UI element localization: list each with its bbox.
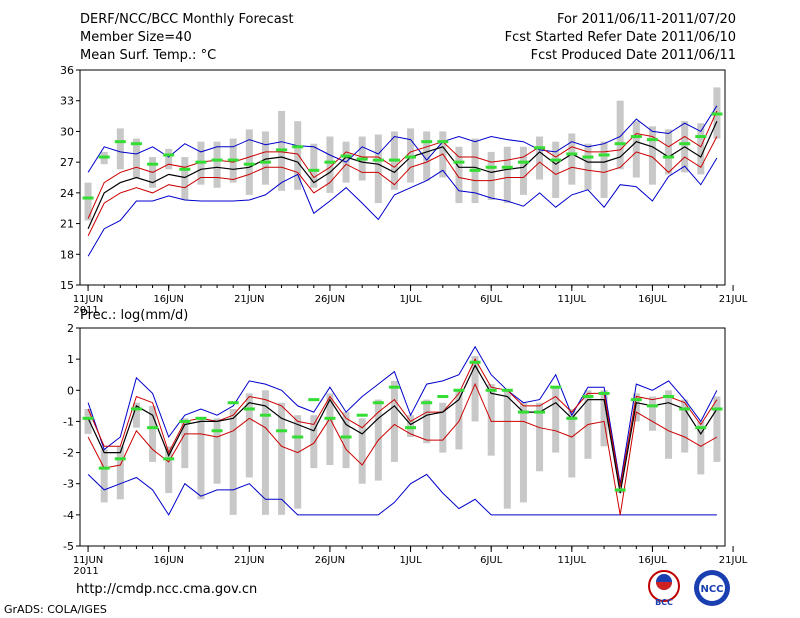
prec-median-mark: [373, 401, 384, 404]
prec-median-mark: [518, 411, 529, 414]
prec-median-mark: [276, 429, 287, 432]
prec-median-mark: [615, 488, 626, 491]
prec-ytick-label: 0: [67, 384, 74, 397]
prec-xtick-label: 21JUN: [234, 555, 264, 566]
prec-xtick-label: 26JUN: [315, 555, 345, 566]
prec-median-mark: [405, 426, 416, 429]
prec-median-mark: [534, 411, 545, 414]
prec-spread-bar: [423, 400, 430, 444]
prec-median-mark: [582, 395, 593, 398]
prec-median-mark: [179, 420, 190, 423]
prec-median-mark: [599, 392, 610, 395]
prec-xtick-label: 1JUL: [399, 555, 422, 566]
prec-median-mark: [663, 395, 674, 398]
prec-spread-bar: [101, 449, 108, 502]
prec-xtick-label: 21JUL: [719, 555, 748, 566]
prec-spread-bar: [310, 415, 317, 468]
prec-spread-bar: [246, 393, 253, 477]
prec-spread-bar: [294, 415, 301, 508]
ncc-logo-icon: NCC: [690, 568, 740, 612]
prec-spread-bar: [649, 397, 656, 431]
prec-median-mark: [163, 457, 174, 460]
prec-median-mark: [631, 398, 642, 401]
prec-median-mark: [195, 417, 206, 420]
prec-median-mark: [647, 404, 658, 407]
prec-median-mark: [550, 386, 561, 389]
prec-ytick-label: -4: [63, 509, 74, 522]
prec-median-mark: [341, 436, 352, 439]
prec-median-mark: [470, 361, 481, 364]
prec-ytick-label: 1: [67, 353, 74, 366]
precipitation-chart: -5 -4 -3 -2 -1 0 1 2 11JUN 16JUN 21JUN 26JUN 1JUL 6JU…: [0, 0, 800, 580]
prec-median-mark: [389, 386, 400, 389]
prec-spread-bar: [117, 446, 124, 499]
prec-median-mark: [131, 407, 142, 410]
prec-median-mark: [147, 426, 158, 429]
prec-median-mark: [695, 426, 706, 429]
prec-ytick-label: -3: [63, 478, 74, 491]
prec-xtick-label: 11JUL: [558, 555, 587, 566]
footer-url[interactable]: http://cmdp.ncc.cma.gov.cn: [76, 582, 257, 598]
prec-median-mark: [324, 417, 335, 420]
prec-spread-bar: [230, 409, 237, 515]
prec-median-mark: [212, 429, 223, 432]
bcc-logo-icon: BCC: [640, 568, 690, 608]
prec-xtick-label: 16JUN: [153, 555, 183, 566]
prec-spread-bar: [214, 418, 221, 483]
prec-spread-bar: [520, 403, 527, 503]
prec-ytick-label: -5: [63, 540, 74, 553]
prec-xtick-label: 6JUL: [480, 555, 503, 566]
prec-xtick-label: 11JUN: [73, 555, 103, 566]
prec-spread-bar: [713, 397, 720, 462]
prec-spread-bar: [504, 390, 511, 508]
prec-xtick-label: 16JUL: [638, 555, 667, 566]
prec-median-mark: [437, 395, 448, 398]
prec-spread-bar: [85, 409, 92, 434]
prec-median-mark: [502, 389, 513, 392]
bcc-logo-text: BCC: [655, 598, 673, 607]
prec-median-mark: [292, 436, 303, 439]
prec-median-mark: [711, 407, 722, 410]
prec-median-mark: [679, 407, 690, 410]
prec-median-mark: [357, 414, 368, 417]
prec-spread-bar: [391, 381, 398, 462]
prec-median-mark: [115, 457, 126, 460]
prec-spread-bar: [197, 418, 204, 499]
prec-spread-bar: [665, 390, 672, 459]
prec-spread-bar: [262, 390, 269, 515]
ncc-logo-text: NCC: [700, 584, 723, 595]
prec-median-mark: [83, 417, 94, 420]
prec-median-mark: [244, 407, 255, 410]
prec-ytick-label: -2: [63, 447, 74, 460]
prec-median-mark: [421, 401, 432, 404]
prec-median-mark: [260, 414, 271, 417]
prec-median-mark: [566, 417, 577, 420]
prec-ytick-label: -1: [63, 415, 74, 428]
prec-year-label: 2011: [73, 566, 98, 577]
prec-median-mark: [453, 389, 464, 392]
prec-median-mark: [228, 401, 239, 404]
prec-median-mark: [308, 398, 319, 401]
prec-spread-bar: [488, 384, 495, 456]
prec-ytick-label: 2: [67, 322, 74, 335]
prec-median-mark: [99, 467, 110, 470]
prec-median-mark: [486, 389, 497, 392]
grads-credit: GrADS: COLA/IGES: [4, 602, 107, 618]
